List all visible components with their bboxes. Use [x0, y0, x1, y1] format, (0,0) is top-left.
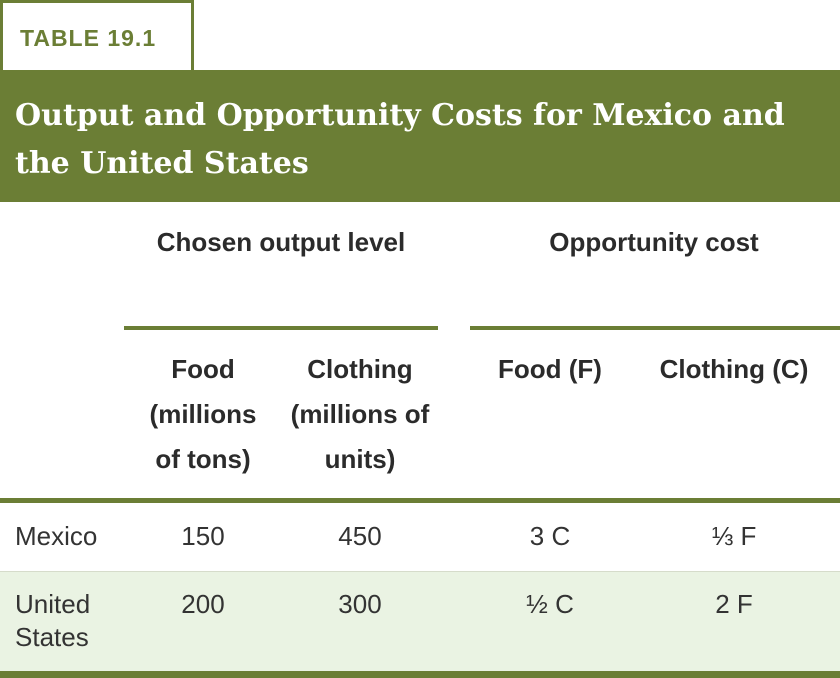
column-header-clothing-output: Clothing (millions of units) [290, 354, 430, 474]
group-rule-chosen-output [124, 326, 438, 330]
table-label: TABLE 19.1 [20, 25, 157, 51]
group-header-opportunity-cost: Opportunity cost [549, 227, 759, 257]
column-header-clothing-cost: Clothing (C) [659, 354, 809, 384]
row-food-cost: ½ C [526, 589, 574, 619]
table-bottom-rule [0, 671, 840, 678]
row-country: Mexico [15, 521, 98, 551]
group-header-chosen-output: Chosen output level [156, 227, 406, 257]
header-bottom-rule [0, 498, 840, 503]
table-title-bar: Output and Opportunity Costs for Mexico … [0, 70, 840, 202]
row-food-output: 200 [181, 589, 225, 619]
table-title: Output and Opportunity Costs for Mexico … [15, 98, 785, 181]
row-food-output: 150 [181, 521, 225, 551]
row-clothing-cost: ⅓ F [711, 521, 757, 551]
row-food-cost: 3 C [529, 521, 571, 551]
column-header-food-cost: Food (F) [498, 354, 602, 384]
row-clothing-output: 300 [338, 589, 382, 619]
column-header-food-output: Food (millions of tons) [149, 354, 257, 474]
group-rule-opportunity-cost [470, 326, 840, 330]
row-clothing-output: 450 [338, 521, 382, 551]
table-row: Mexico 150 450 3 C ⅓ F [0, 503, 840, 571]
row-divider [0, 571, 840, 572]
table-label-tab: TABLE 19.1 [0, 0, 194, 70]
row-country: United States [15, 589, 91, 652]
row-clothing-cost: 2 F [715, 589, 753, 619]
table-row: United States 200 300 ½ C 2 F [0, 572, 840, 671]
